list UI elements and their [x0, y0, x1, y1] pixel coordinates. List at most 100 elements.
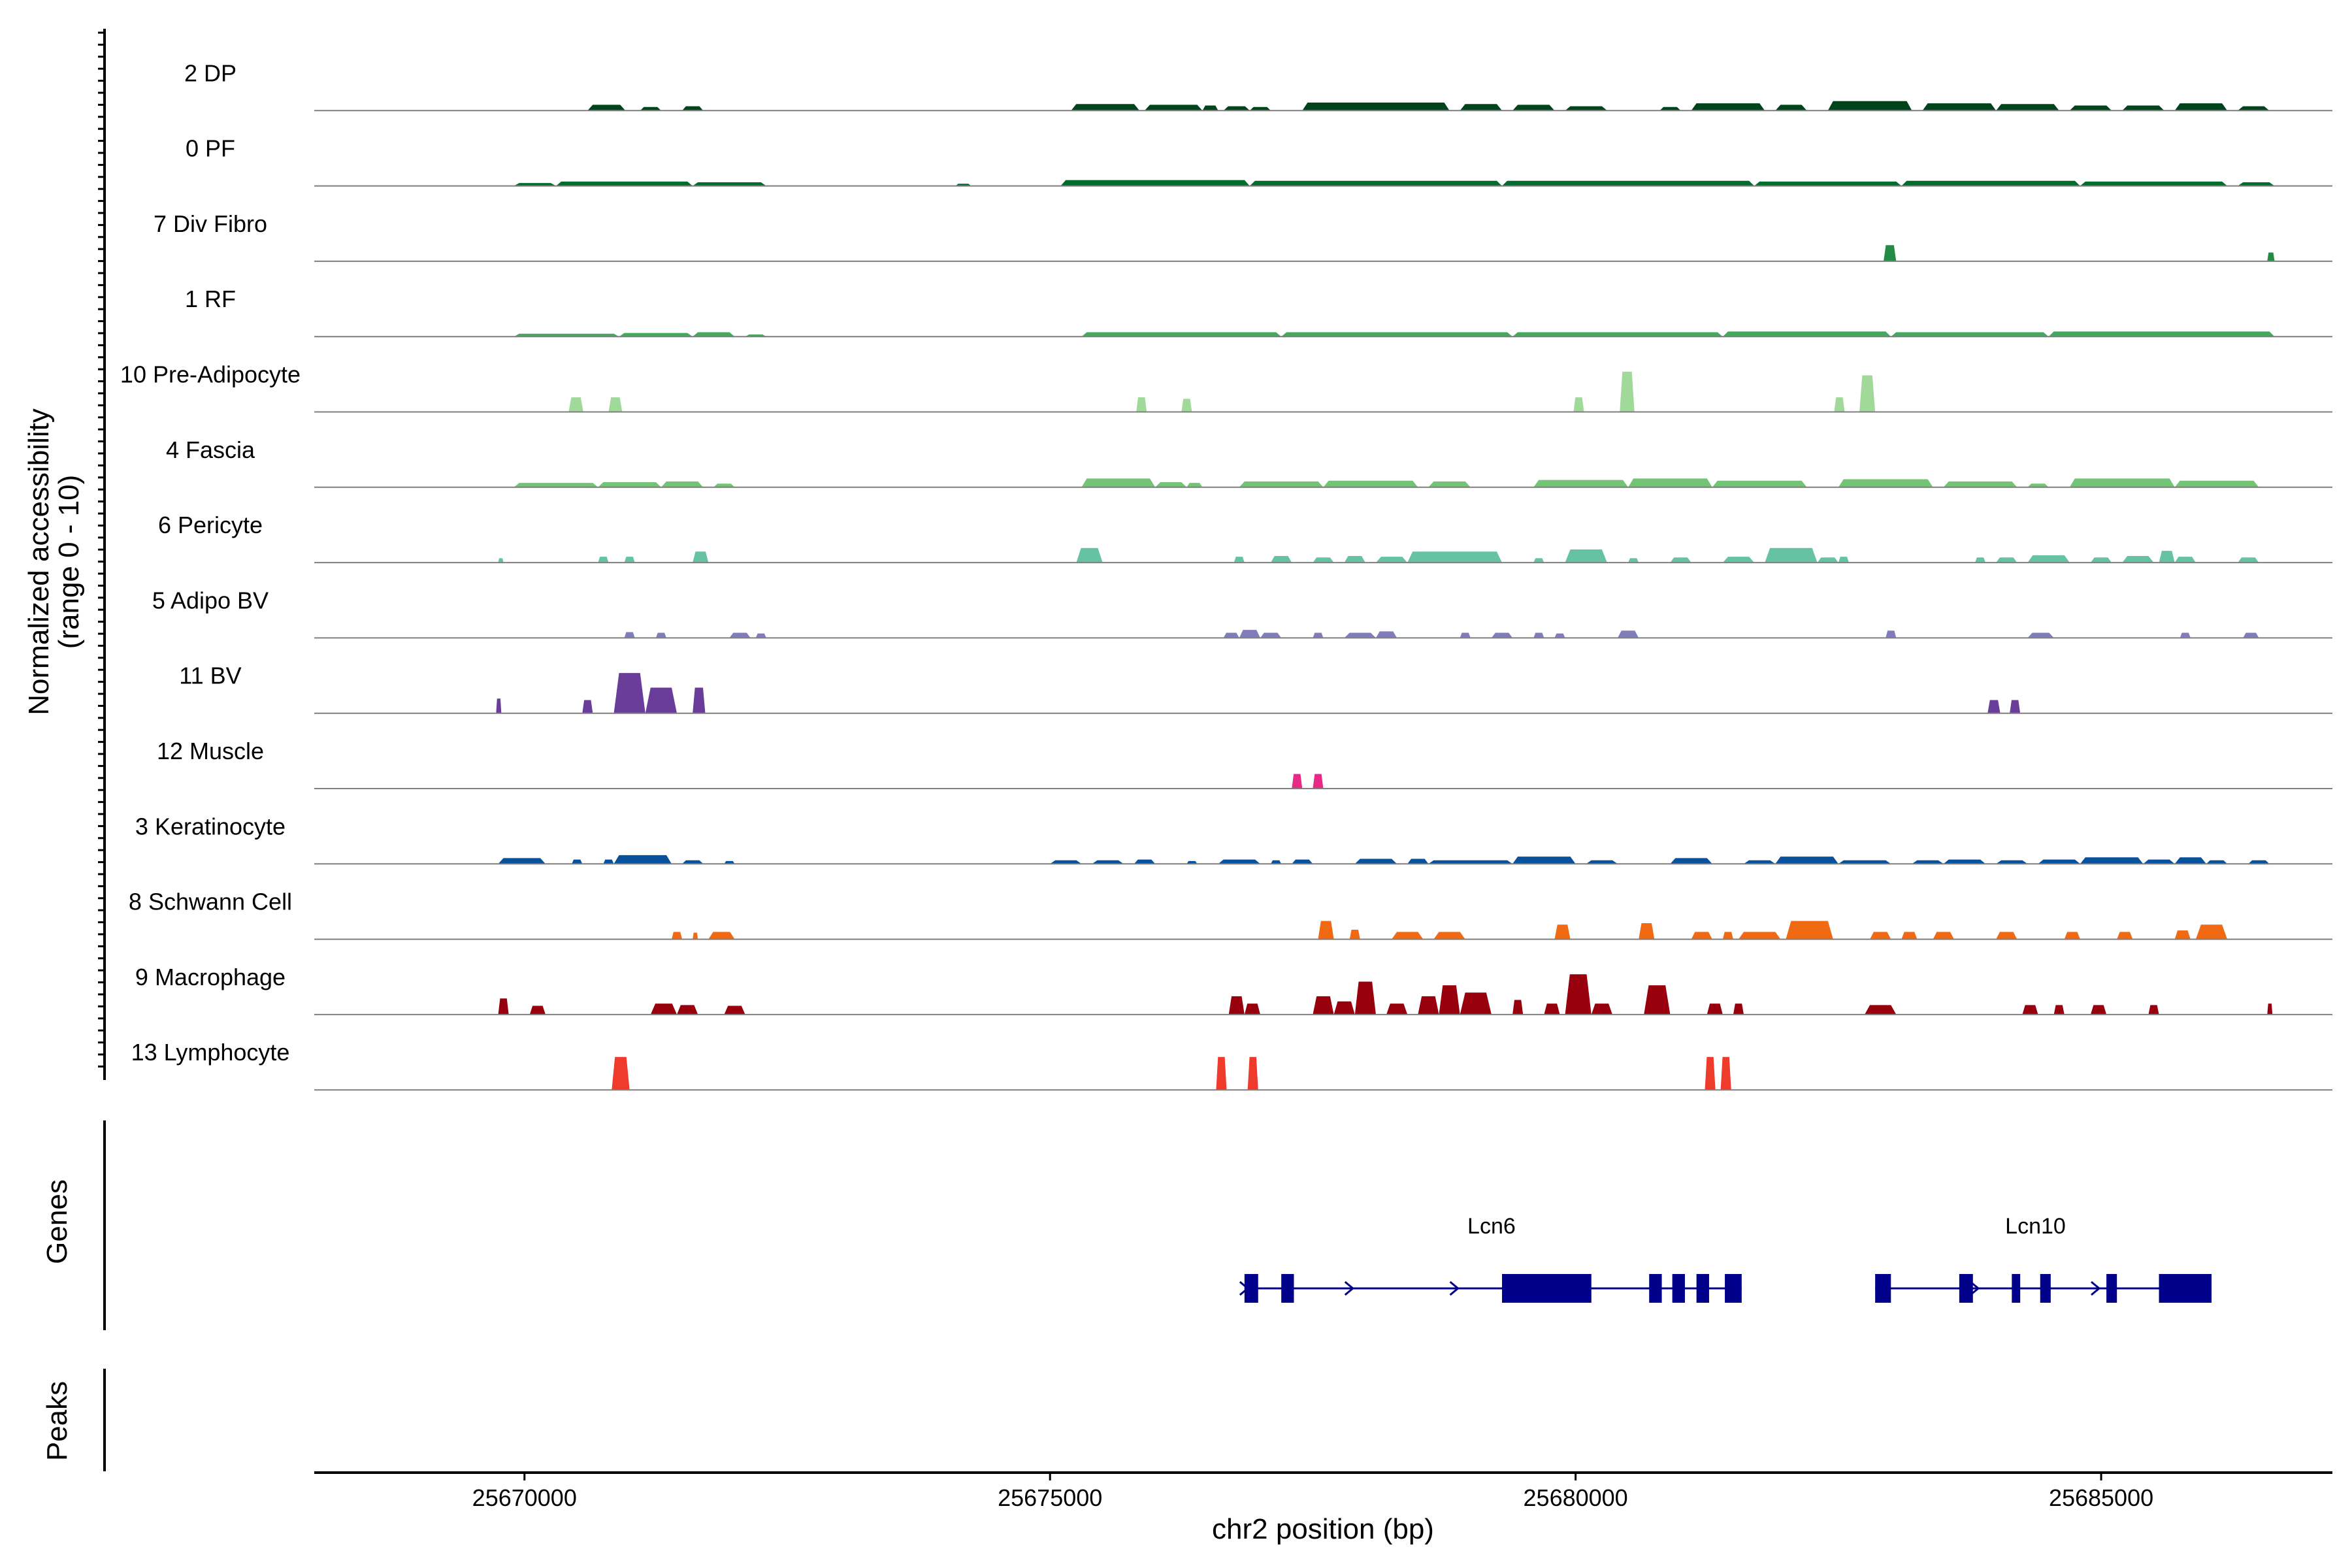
track-6-peak-14 — [1670, 557, 1691, 563]
track-3-peak-8 — [1891, 332, 2049, 337]
track-11-peak-18 — [2117, 932, 2133, 939]
track-0-peak-13 — [1691, 103, 1765, 111]
track-7-peak-12 — [1533, 632, 1544, 638]
track-5-peak-8 — [1323, 480, 1418, 487]
track-10-peak-14 — [1407, 858, 1429, 864]
track-12-peak-23 — [2053, 1005, 2065, 1015]
track-6-peak-21 — [2027, 555, 2070, 563]
track-10-peak-2 — [603, 859, 614, 864]
y-axis-label-line2: (range 0 - 10) — [53, 475, 85, 649]
track-11-peak-13 — [1870, 932, 1891, 939]
track-6-peak-22 — [2090, 557, 2112, 563]
track-10-peak-0 — [498, 858, 546, 864]
track-12-peak-2 — [650, 1004, 678, 1015]
gene-label-1: Lcn10 — [2005, 1214, 2066, 1239]
track-2: 7 Div Fibro — [154, 210, 2332, 262]
track-label-1: 0 PF — [186, 135, 235, 162]
track-11-peak-5 — [1392, 932, 1424, 939]
track-0-peak-8 — [1302, 102, 1450, 111]
track-5-peak-1 — [598, 482, 661, 487]
track-8-peak-4 — [693, 687, 706, 713]
track-0-peak-1 — [640, 106, 661, 111]
track-6-peak-3 — [693, 551, 709, 563]
track-5-peak-7 — [1239, 481, 1324, 487]
gene-1-exon-1 — [1959, 1274, 1973, 1303]
track-6-peak-6 — [1271, 556, 1292, 563]
track-4-peak-5 — [1620, 371, 1635, 412]
track-6-peak-19 — [1974, 557, 1986, 563]
track-0-peak-14 — [1775, 105, 1807, 111]
track-10-peak-20 — [1775, 857, 1838, 864]
track-5-peak-6 — [1186, 483, 1203, 487]
track-6-peak-8 — [1344, 556, 1365, 563]
track-0-peak-21 — [2238, 106, 2270, 111]
genes-track-label: Genes — [41, 1179, 73, 1264]
track-label-5: 4 Fascia — [166, 436, 255, 463]
gene-1: Lcn10 — [1875, 1214, 2212, 1303]
track-6-peak-25 — [2174, 557, 2196, 563]
track-7-peak-7 — [1313, 632, 1324, 638]
track-5-peak-17 — [2174, 480, 2259, 487]
track-6-peak-1 — [598, 557, 609, 563]
track-4: 10 Pre-Adipocyte — [120, 361, 2332, 413]
track-0-peak-7 — [1249, 106, 1271, 111]
track-7-peak-8 — [1344, 632, 1376, 638]
gene-1-exon-2 — [2012, 1274, 2021, 1303]
track-7-peak-14 — [1617, 630, 1639, 638]
track-7-peak-15 — [1886, 630, 1897, 638]
track-label-8: 11 BV — [179, 662, 241, 689]
track-11-peak-9 — [1691, 932, 1712, 939]
track-6-peak-0 — [498, 558, 504, 563]
y-axis-label: Normalized accessibility (range 0 - 10) — [23, 408, 85, 715]
track-1-peak-1 — [556, 181, 693, 186]
x-tick-label-1: 25675000 — [998, 1484, 1102, 1511]
track-11-peak-17 — [2064, 932, 2080, 939]
track-0-peak-15 — [1827, 101, 1912, 111]
track-11-peak-11 — [1738, 932, 1781, 939]
track-1-peak-6 — [1502, 180, 1755, 186]
track-4-peak-1 — [608, 397, 623, 412]
coverage-tracks: 2 DP 0 PF 7 Div Fibro 1 RF 10 Pre-Adipocyte 4… — [120, 59, 2332, 1091]
track-1-peak-8 — [1901, 180, 2080, 186]
track-5-peak-12 — [1712, 480, 1807, 487]
track-5: 4 Fascia — [166, 436, 2332, 488]
track-12-peak-18 — [1644, 985, 1671, 1015]
gene-0: Lcn6 — [1239, 1214, 1742, 1303]
track-4-peak-2 — [1136, 397, 1147, 412]
track-0-peak-20 — [2174, 103, 2228, 111]
track-6-peak-16 — [1765, 547, 1818, 563]
track-12-peak-9 — [1354, 981, 1376, 1015]
track-10: 3 Keratinocyte — [135, 813, 2332, 865]
track-1-peak-4 — [1060, 180, 1250, 186]
track-7: 5 Adipo BV — [152, 587, 2332, 639]
y-axis-label-line1: Normalized accessibility — [23, 408, 55, 715]
track-11-peak-2 — [708, 932, 735, 939]
track-0-peak-5 — [1202, 105, 1218, 111]
track-0-peak-19 — [2122, 105, 2164, 111]
track-6-peak-2 — [624, 557, 635, 563]
track-6-peak-20 — [1996, 557, 2017, 563]
x-axis-label: chr2 position (bp) — [1212, 1513, 1434, 1545]
track-label-11: 8 Schwann Cell — [129, 889, 292, 915]
x-tick-label-0: 25670000 — [472, 1484, 577, 1511]
x-tick-label-2: 25680000 — [1524, 1484, 1628, 1511]
track-6-peak-15 — [1722, 557, 1755, 563]
track-0-peak-2 — [682, 106, 704, 111]
gene-0-exon-1 — [1281, 1274, 1294, 1303]
track-8-peak-2 — [613, 673, 645, 713]
track-12-peak-15 — [1544, 1004, 1560, 1015]
track-7-peak-2 — [729, 632, 751, 638]
track-1-peak-0 — [514, 183, 557, 186]
track-9: 12 Muscle — [157, 738, 2332, 789]
track-10-peak-19 — [1744, 860, 1776, 864]
track-10-peak-8 — [1134, 859, 1156, 864]
track-12-peak-5 — [1228, 996, 1245, 1015]
track-13-peak-1 — [1216, 1056, 1227, 1090]
track-5-peak-15 — [2027, 483, 2049, 487]
track-1-peak-9 — [2080, 181, 2228, 186]
gene-1-exon-0 — [1875, 1274, 1891, 1303]
track-7-peak-17 — [2180, 632, 2191, 638]
track-5-peak-13 — [1838, 479, 1933, 487]
track-11-peak-0 — [672, 932, 683, 939]
gene-annotations: Lcn6 Lcn10 — [1239, 1214, 2212, 1303]
